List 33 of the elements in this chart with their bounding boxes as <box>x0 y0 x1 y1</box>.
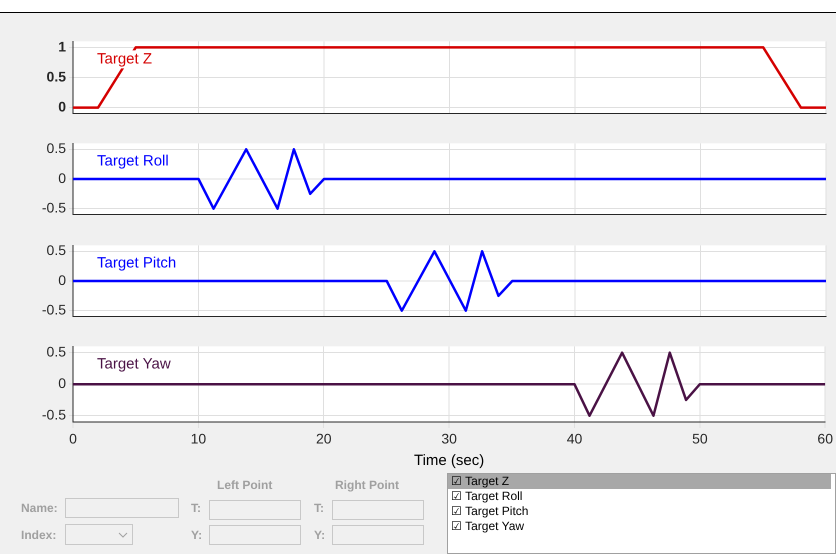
series-label: Target Roll <box>97 152 169 170</box>
series-label: Target Pitch <box>97 254 176 272</box>
y-tick-label: 0.5 <box>46 140 66 156</box>
x-tick-label: 40 <box>566 430 582 446</box>
y-tick-label: 0 <box>58 375 66 392</box>
text: Y: <box>314 528 326 542</box>
x-tick-label: 10 <box>190 430 206 446</box>
x-tick-label: 30 <box>441 430 458 446</box>
y-tick-label: 0 <box>58 98 66 114</box>
x-tick-label: 50 <box>692 430 708 446</box>
text: Name: <box>21 501 58 515</box>
y-tick-label: 0.5 <box>46 344 66 360</box>
y-tick-label: 1 <box>58 38 66 54</box>
y-tick-label: 0.5 <box>46 68 66 84</box>
y-tick-label: 0.5 <box>46 242 66 258</box>
series-label: Target Yaw <box>97 356 171 373</box>
text: Index: <box>21 528 56 542</box>
text: T: <box>314 501 324 515</box>
text: Right Point <box>335 478 399 492</box>
y-tick-label: -0.5 <box>42 302 66 318</box>
series-label: Target Z <box>97 50 152 68</box>
list-box: ☑ Target Z ☑ Target Roll ☑ Target Pitch ☑ Target Yaw <box>447 473 836 554</box>
y-tick-label: -0.5 <box>42 406 66 423</box>
text: Y: <box>191 528 202 542</box>
x-tick-label: 0 <box>69 430 78 446</box>
y-tick-label: -0.5 <box>42 200 66 216</box>
x-tick-label: 60 <box>817 430 834 446</box>
x-axis-title: Time (sec) <box>414 452 484 470</box>
y-tick-label: 0 <box>58 170 66 186</box>
y-tick-label: 0 <box>58 272 66 288</box>
text: Left Point <box>217 478 272 492</box>
x-tick-label: 20 <box>316 430 332 446</box>
text: T: <box>191 501 201 515</box>
